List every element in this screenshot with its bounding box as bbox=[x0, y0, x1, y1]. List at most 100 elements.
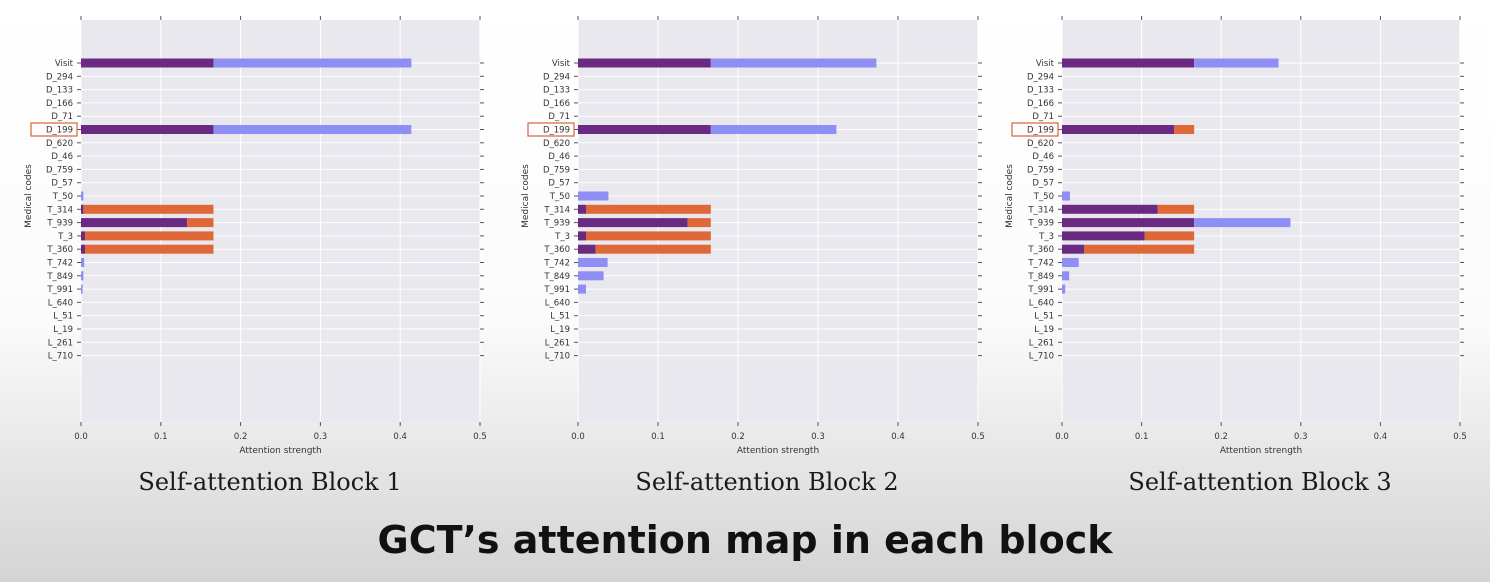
bar-segment bbox=[1062, 191, 1070, 201]
y-tick-label: T_360 bbox=[543, 245, 570, 255]
bar-segment bbox=[578, 191, 609, 201]
bar-segment bbox=[578, 58, 711, 68]
y-tick-label: T_360 bbox=[46, 245, 73, 255]
y-tick-label: T_50 bbox=[549, 192, 570, 202]
bar-segment bbox=[1062, 125, 1175, 134]
x-tick-label: 0.0 bbox=[571, 432, 585, 442]
y-tick-label: L_19 bbox=[53, 325, 73, 335]
x-tick-label: 0.3 bbox=[811, 432, 825, 442]
y-tick-label: D_166 bbox=[46, 99, 73, 109]
bar-segment bbox=[81, 218, 188, 228]
bar-segment bbox=[586, 231, 711, 241]
bar-segment bbox=[578, 258, 608, 267]
bar-segment bbox=[83, 204, 214, 214]
bar-segment bbox=[578, 244, 596, 254]
y-axis-label: Medical codes bbox=[521, 164, 531, 228]
bar-segment bbox=[578, 231, 586, 241]
y-tick-label: D_57 bbox=[1032, 179, 1054, 189]
bar-segment bbox=[81, 191, 84, 201]
y-tick-label: D_133 bbox=[1027, 86, 1054, 96]
y-tick-label: D_199 bbox=[1027, 126, 1054, 136]
bar-segment bbox=[81, 125, 214, 134]
bar-segment bbox=[81, 284, 83, 294]
y-tick-label: L_640 bbox=[48, 298, 73, 308]
x-tick-label: 0.3 bbox=[1294, 432, 1308, 442]
y-tick-label: D_71 bbox=[51, 112, 73, 122]
x-tick-label: 0.3 bbox=[314, 432, 328, 442]
bar-segment bbox=[578, 204, 586, 214]
x-tick-label: 0.4 bbox=[1374, 432, 1388, 442]
y-tick-label: T_3 bbox=[1038, 232, 1054, 242]
bar-segment bbox=[1062, 284, 1066, 294]
x-tick-label: 0.0 bbox=[74, 432, 88, 442]
bar-segment bbox=[578, 125, 711, 134]
bar-segment bbox=[1062, 258, 1079, 267]
y-tick-label: D_199 bbox=[46, 126, 73, 136]
x-tick-label: 0.5 bbox=[473, 432, 487, 442]
bar-segment bbox=[1062, 204, 1158, 214]
bar-segment bbox=[1062, 218, 1195, 228]
y-tick-label: T_742 bbox=[46, 259, 73, 269]
y-tick-label: D_166 bbox=[543, 99, 570, 109]
x-tick-label: 0.2 bbox=[234, 432, 248, 442]
bar-segment bbox=[1062, 244, 1085, 254]
y-tick-label: T_314 bbox=[46, 205, 73, 215]
bar-segment bbox=[1062, 58, 1195, 68]
y-tick-label: T_742 bbox=[1027, 259, 1054, 269]
bar-segment bbox=[81, 271, 84, 281]
x-tick-label: 0.2 bbox=[1214, 432, 1228, 442]
bar-segment bbox=[687, 218, 711, 228]
bar-segment bbox=[187, 218, 214, 228]
x-axis-label: Attention strength bbox=[239, 446, 321, 456]
y-tick-label: D_294 bbox=[1027, 72, 1054, 82]
y-tick-label: D_57 bbox=[51, 179, 73, 189]
bar-segment bbox=[1194, 58, 1279, 68]
x-tick-label: 0.1 bbox=[154, 432, 168, 442]
bar-segment bbox=[81, 244, 85, 254]
y-tick-label: D_133 bbox=[46, 86, 73, 96]
highlight-box bbox=[30, 122, 78, 137]
y-tick-label: D_71 bbox=[1032, 112, 1054, 122]
bar-segment bbox=[81, 258, 85, 267]
block-3-caption: Self-attention Block 3 bbox=[1128, 468, 1392, 496]
y-tick-label: D_71 bbox=[548, 112, 570, 122]
highlight-box bbox=[527, 122, 575, 137]
bar-segment bbox=[213, 125, 412, 134]
block-2-caption: Self-attention Block 2 bbox=[635, 468, 899, 496]
y-tick-label: T_50 bbox=[52, 192, 73, 202]
y-tick-label: D_294 bbox=[46, 72, 73, 82]
bar-segment bbox=[586, 204, 711, 214]
bar-segment bbox=[1062, 271, 1070, 281]
x-tick-label: 0.5 bbox=[971, 432, 985, 442]
bar-segment bbox=[595, 244, 711, 254]
x-axis-label: Attention strength bbox=[1220, 446, 1302, 456]
y-tick-label: T_360 bbox=[1027, 245, 1054, 255]
y-tick-label: D_166 bbox=[1027, 99, 1054, 109]
x-tick-label: 0.4 bbox=[891, 432, 905, 442]
y-tick-label: L_710 bbox=[48, 352, 73, 362]
y-tick-label: T_849 bbox=[543, 272, 570, 282]
y-tick-label: T_991 bbox=[543, 285, 570, 295]
y-tick-label: D_133 bbox=[543, 86, 570, 96]
y-tick-label: D_199 bbox=[543, 126, 570, 136]
bar-segment bbox=[710, 58, 877, 68]
bar-segment bbox=[1062, 231, 1145, 241]
x-tick-label: 0.0 bbox=[1055, 432, 1069, 442]
attention-charts: 0.0 0.1 0.2 0.3 0.4 0.5 Visit D_294 D_133 D_166 D_… bbox=[24, 16, 1467, 456]
y-tick-label: T_939 bbox=[543, 219, 570, 229]
y-tick-label: D_46 bbox=[548, 152, 570, 162]
x-tick-label: 0.2 bbox=[731, 432, 745, 442]
y-tick-label: D_759 bbox=[1027, 165, 1054, 175]
y-tick-label: L_261 bbox=[545, 338, 570, 348]
page-title: GCT’s attention map in each block bbox=[377, 518, 1113, 562]
bar-segment bbox=[578, 218, 688, 228]
y-tick-label: L_710 bbox=[1029, 352, 1054, 362]
bar-segment bbox=[84, 244, 214, 254]
x-tick-label: 0.1 bbox=[1135, 432, 1149, 442]
bar-segment bbox=[81, 58, 214, 68]
y-tick-label: D_620 bbox=[46, 139, 73, 149]
y-tick-label: L_19 bbox=[550, 325, 570, 335]
bar-segment bbox=[710, 125, 837, 134]
y-tick-label: L_51 bbox=[550, 312, 570, 322]
y-axis-label: Medical codes bbox=[1005, 164, 1015, 228]
